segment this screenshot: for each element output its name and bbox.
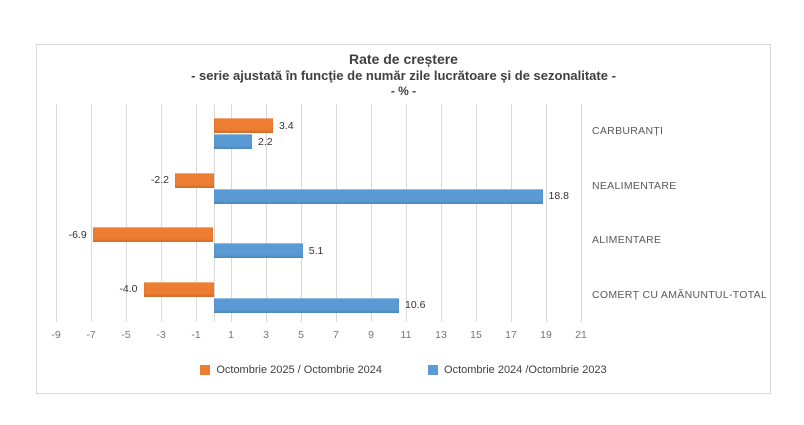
gridline <box>196 104 197 322</box>
category-label: COMERȚ CU AMĂNUNTUL-TOTAL <box>592 288 768 301</box>
bar-value-label: -6.9 <box>68 228 87 241</box>
category-label: ALIMENTARE <box>592 234 662 247</box>
gridline <box>476 104 477 322</box>
chart-title-block: Rate de creștere - serie ajustată în fun… <box>37 51 770 99</box>
gridline <box>266 104 267 322</box>
bar-value-label: 18.8 <box>548 190 569 202</box>
x-tick-label: 21 <box>575 329 587 341</box>
bar-value-label: 10.6 <box>405 299 426 311</box>
x-tick-label: -1 <box>191 329 201 341</box>
bar <box>175 172 214 188</box>
bar-value-label: -2.2 <box>150 174 169 186</box>
legend-label: Octombrie 2024 /Octombrie 2023 <box>444 364 607 376</box>
legend: Octombrie 2025 / Octombrie 2024 Octombrie… <box>37 364 770 376</box>
legend-swatch <box>200 365 211 375</box>
category-label: NEALIMENTARE <box>592 179 677 192</box>
gridline <box>441 104 442 322</box>
chart-title: Rate de creștere <box>349 51 458 67</box>
gridline <box>301 104 302 322</box>
bar <box>92 227 214 242</box>
gridline <box>161 104 162 322</box>
bar <box>213 188 543 204</box>
bar <box>213 297 399 313</box>
bar-value-label: -4.0 <box>119 283 138 295</box>
x-tick-label: 7 <box>333 329 339 341</box>
gridline <box>56 104 57 322</box>
x-tick-label: 17 <box>505 329 517 341</box>
x-tick-label: -3 <box>156 329 166 341</box>
legend-label: Octombrie 2025 / Octombrie 2024 <box>216 364 383 376</box>
x-tick-label: 15 <box>470 329 482 341</box>
bar <box>143 281 214 297</box>
x-tick-label: 3 <box>263 329 269 341</box>
zero-axis-line <box>213 104 215 322</box>
gridline <box>581 104 582 322</box>
x-tick-label: 19 <box>540 329 552 341</box>
x-tick-label: -7 <box>86 329 96 341</box>
chart: Rate de creștere - serie ajustată în fun… <box>36 44 771 394</box>
x-tick-label: 13 <box>435 329 447 341</box>
gridline <box>126 104 127 322</box>
x-tick-label: 1 <box>228 329 234 341</box>
bar-value-label: 5.1 <box>308 244 324 257</box>
x-tick-label: -9 <box>51 329 61 341</box>
gridline <box>546 104 547 322</box>
gridline <box>91 104 92 322</box>
bar-value-label: 2.2 <box>258 135 273 148</box>
gridline <box>406 104 407 322</box>
legend-item: Octombrie 2024 /Octombrie 2023 <box>428 364 607 376</box>
bar <box>213 134 252 149</box>
gridline <box>371 104 372 322</box>
x-tick-label: 9 <box>368 329 374 341</box>
gridline <box>511 104 512 322</box>
x-tick-label: 11 <box>400 329 412 341</box>
category-label: CARBURANȚI <box>592 125 664 138</box>
chart-subtitle: - serie ajustată în funcţie de număr zil… <box>191 68 616 83</box>
plot-area: 3.4 2.2 -2.2 18.8 -6.9 5.1 -4.0 10.6 <box>37 45 770 393</box>
x-tick-label: -5 <box>121 329 131 341</box>
bar-value-label: 3.4 <box>279 119 294 132</box>
legend-item: Octombrie 2025 / Octombrie 2024 <box>200 364 382 376</box>
bar <box>213 243 303 258</box>
bar <box>213 118 273 133</box>
chart-unit-label: - % - <box>390 84 417 98</box>
x-tick-label: 5 <box>298 329 304 341</box>
gridline <box>336 104 337 322</box>
gridline <box>231 104 232 322</box>
legend-swatch <box>428 365 439 375</box>
